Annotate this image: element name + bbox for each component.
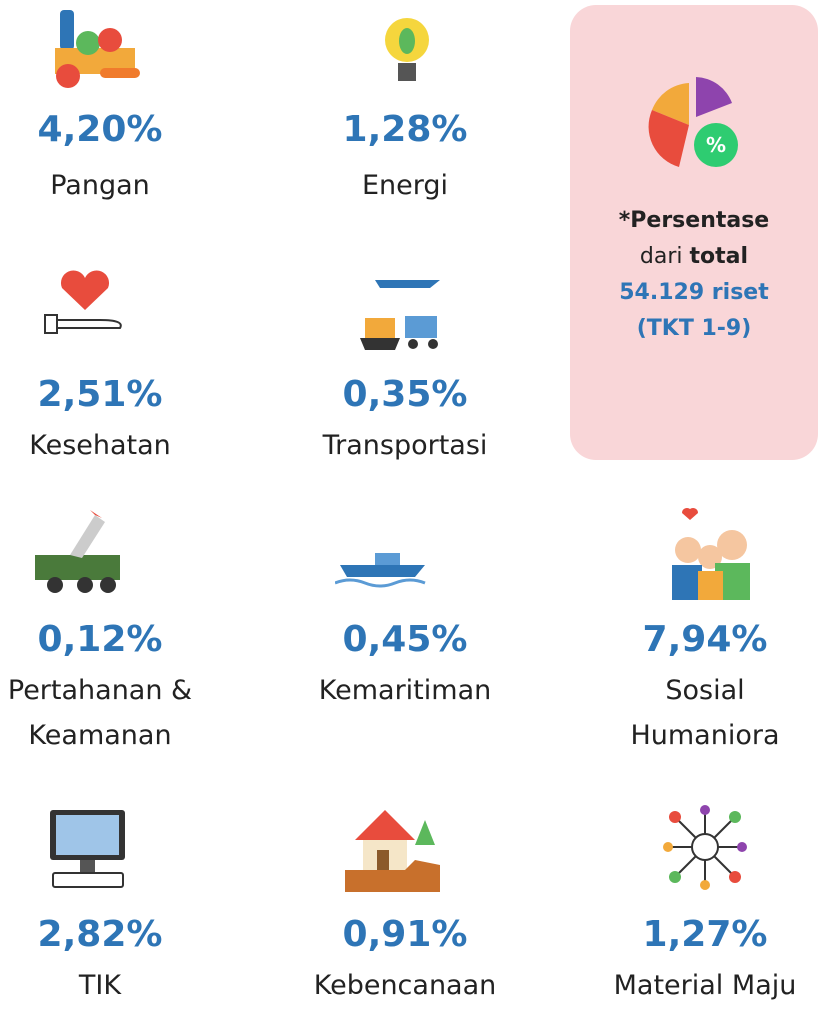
percent: 1,28% (255, 110, 555, 150)
category-label: Material Maju (555, 963, 820, 1008)
category-label: Pertahanan & (0, 668, 250, 713)
category-label: Energi (255, 163, 555, 208)
category-label: Transportasi (255, 423, 555, 468)
defense-icon (30, 510, 125, 595)
note-line: 54.129 riset (570, 275, 818, 311)
percent: 4,20% (0, 110, 250, 150)
disaster-icon (345, 800, 445, 892)
percent: 0,35% (255, 375, 555, 415)
pie-icon: % (644, 75, 744, 175)
percent: 1,27% (555, 915, 820, 955)
note-line: (TKT 1-9) (570, 311, 818, 347)
category-label: Sosial (555, 668, 820, 713)
health-icon (40, 270, 130, 340)
energy-icon (370, 5, 445, 95)
maritime-icon (335, 545, 430, 590)
social-icon (660, 505, 760, 600)
food-icon (50, 8, 145, 93)
percent: 0,91% (255, 915, 555, 955)
note-box: % *Persentase dari total 54.129 riset (T… (570, 5, 818, 460)
category-label: Humaniora (555, 713, 820, 758)
category-label: Kebencanaan (255, 963, 555, 1008)
category-label: Keamanan (0, 713, 250, 758)
note-asterisk: * (619, 208, 631, 233)
percent: 2,82% (0, 915, 250, 955)
note-text: *Persentase dari total 54.129 riset (TKT… (570, 203, 818, 347)
percent: 0,45% (255, 620, 555, 660)
percent: 2,51% (0, 375, 250, 415)
ict-icon (45, 805, 130, 890)
svg-text:%: % (706, 133, 726, 157)
note-line: Persentase (630, 208, 769, 233)
transport-icon (355, 258, 450, 353)
category-label: TIK (0, 963, 250, 1008)
material-icon (660, 805, 750, 890)
category-label: Kesehatan (0, 423, 250, 468)
percent: 7,94% (555, 620, 820, 660)
percent: 0,12% (0, 620, 250, 660)
category-label: Pangan (0, 163, 250, 208)
note-line: total (690, 244, 749, 269)
category-label: Kemaritiman (255, 668, 555, 713)
page: {"items": [ {"percent": "4,20%", "label"… (0, 0, 820, 1017)
note-line: dari (640, 244, 683, 269)
